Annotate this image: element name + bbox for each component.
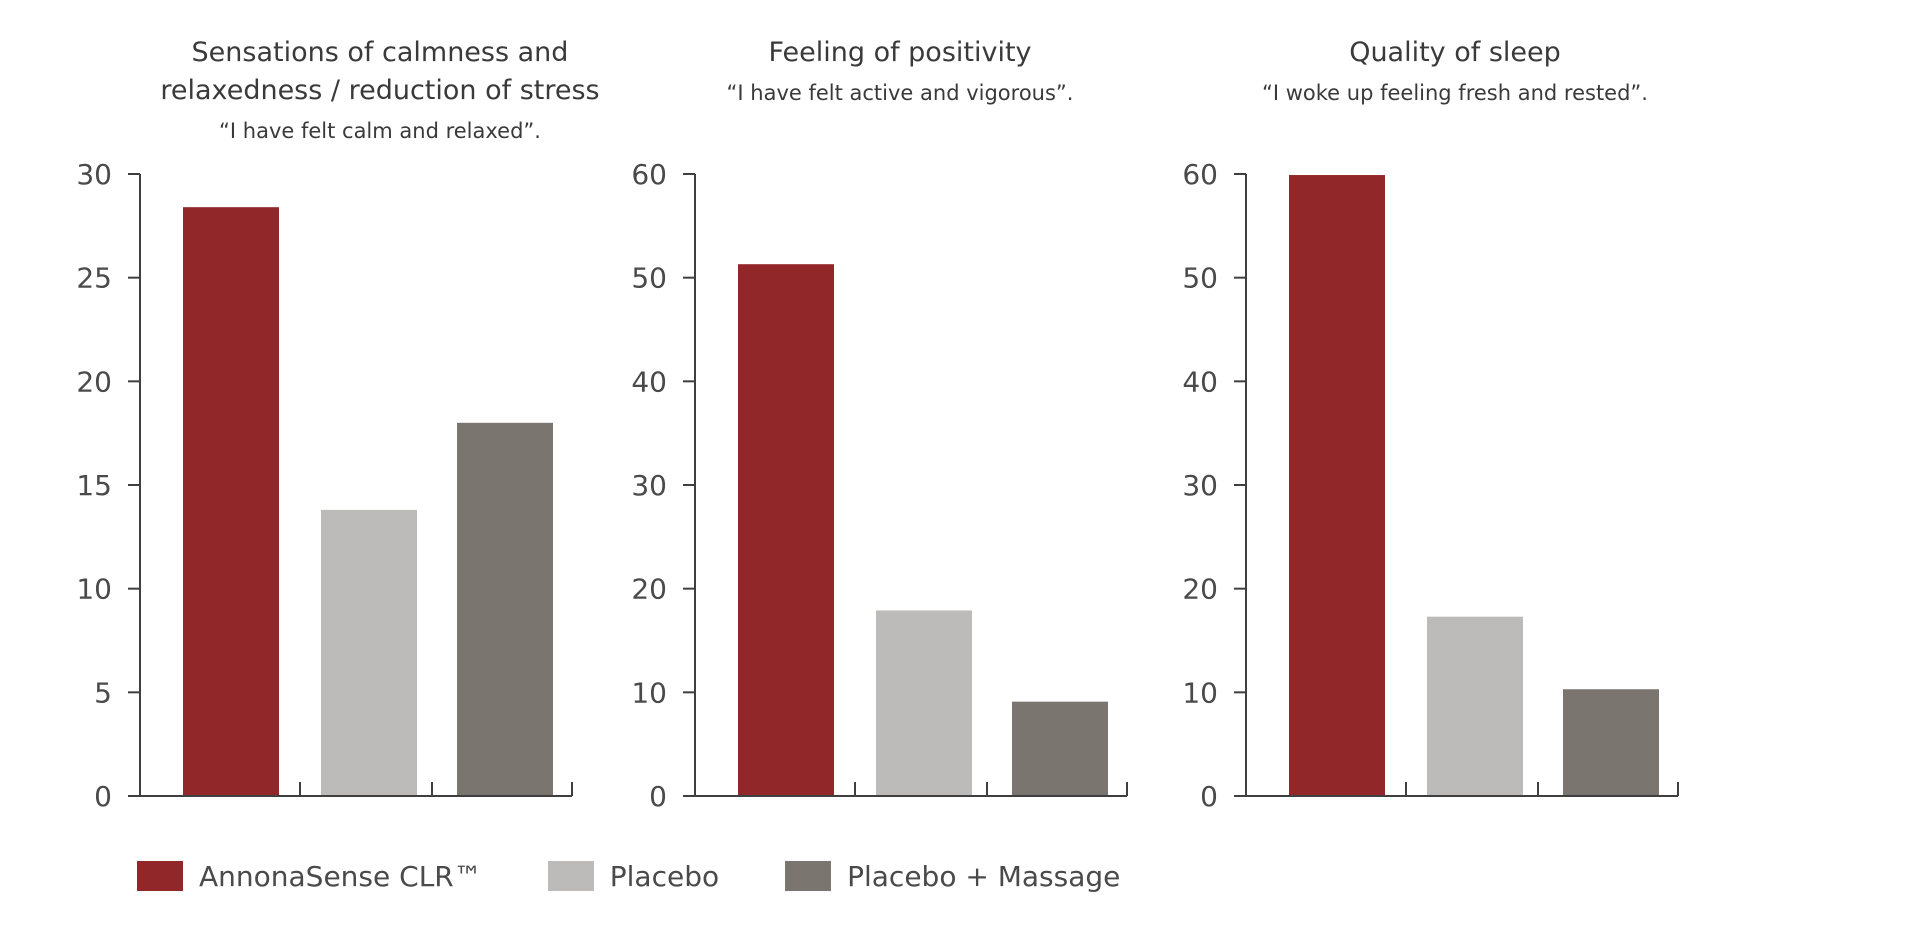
legend-swatch-placebo [547, 861, 594, 891]
chart-2-y-tick-label: 40 [631, 365, 667, 398]
chart-3-bar-placebo [1427, 616, 1523, 795]
chart-1-y-tick-label: 15 [76, 469, 112, 502]
chart-3-y-tick-label: 50 [1182, 262, 1218, 295]
chart-2-y-tick-label: 0 [649, 780, 667, 813]
chart-2-bar-massage [1012, 701, 1108, 795]
chart-3-y-tick-label: 0 [1200, 780, 1218, 813]
legend-label-annona: AnnonaSense CLR™ [199, 859, 482, 893]
chart-1-subtitle: “I have felt calm and relaxed”. [219, 119, 541, 143]
legend-item-placebo: Placebo [547, 859, 720, 893]
chart-3-title-line-1: Quality of sleep [1349, 37, 1561, 68]
chart-1-y-tick-label: 0 [94, 780, 112, 813]
legend: AnnonaSense CLR™ Placebo Placebo + Massa… [137, 855, 1186, 897]
legend-label-placebo: Placebo [609, 859, 720, 893]
chart-1-bar-placebo [321, 509, 417, 795]
chart-1-y-tick-label: 20 [76, 365, 112, 398]
chart-2-bar-annona [738, 264, 834, 795]
chart-2-y-tick-label: 60 [631, 158, 667, 191]
chart-3-y-tick-label: 40 [1182, 365, 1218, 398]
chart-3-bar-annona [1289, 175, 1385, 795]
chart-2-subtitle: “I have felt active and vigorous”. [726, 81, 1074, 105]
chart-1-title-line-1: Sensations of calmness and [191, 37, 569, 68]
chart-2-bar-placebo [876, 610, 972, 795]
legend-swatch-massage [785, 861, 832, 891]
chart-3-subtitle: “I woke up feeling fresh and rested”. [1262, 81, 1648, 105]
chart-1-y-tick-label: 30 [76, 158, 112, 191]
chart-3-bar-massage [1563, 689, 1659, 795]
chart-3-y-tick-label: 60 [1182, 158, 1218, 191]
chart-2-y-tick-label: 10 [631, 676, 667, 709]
chart-1-y-tick-label: 10 [76, 573, 112, 606]
legend-item-massage: Placebo + Massage [785, 860, 1120, 893]
chart-3-y-tick-label: 30 [1182, 469, 1218, 502]
chart-1-bar-massage [457, 422, 553, 795]
chart-1-title: Sensations of calmness and relaxedness /… [100, 34, 660, 110]
chart-2-y-tick-label: 20 [631, 573, 667, 606]
chart-3-y-tick-label: 20 [1182, 573, 1218, 606]
chart-2-y-tick-label: 30 [631, 469, 667, 502]
chart-3-y-tick-label: 10 [1182, 676, 1218, 709]
chart-3-title: Quality of sleep [1205, 34, 1705, 72]
legend-label-massage: Placebo + Massage [847, 859, 1121, 893]
chart-1-y-tick-label: 5 [94, 676, 112, 709]
legend-item-annona: AnnonaSense CLR™ [137, 860, 482, 893]
chart-1-bar-annona [183, 207, 279, 795]
chart-1-y-tick-label: 25 [76, 262, 112, 295]
chart-2-title: Feeling of positivity [660, 34, 1140, 72]
legend-swatch-annona [137, 861, 183, 891]
chart-2-title-line-1: Feeling of positivity [768, 37, 1032, 68]
chart-2-y-tick-label: 50 [631, 262, 667, 295]
chart-1-title-line-2: relaxedness / reduction of stress [160, 75, 600, 106]
